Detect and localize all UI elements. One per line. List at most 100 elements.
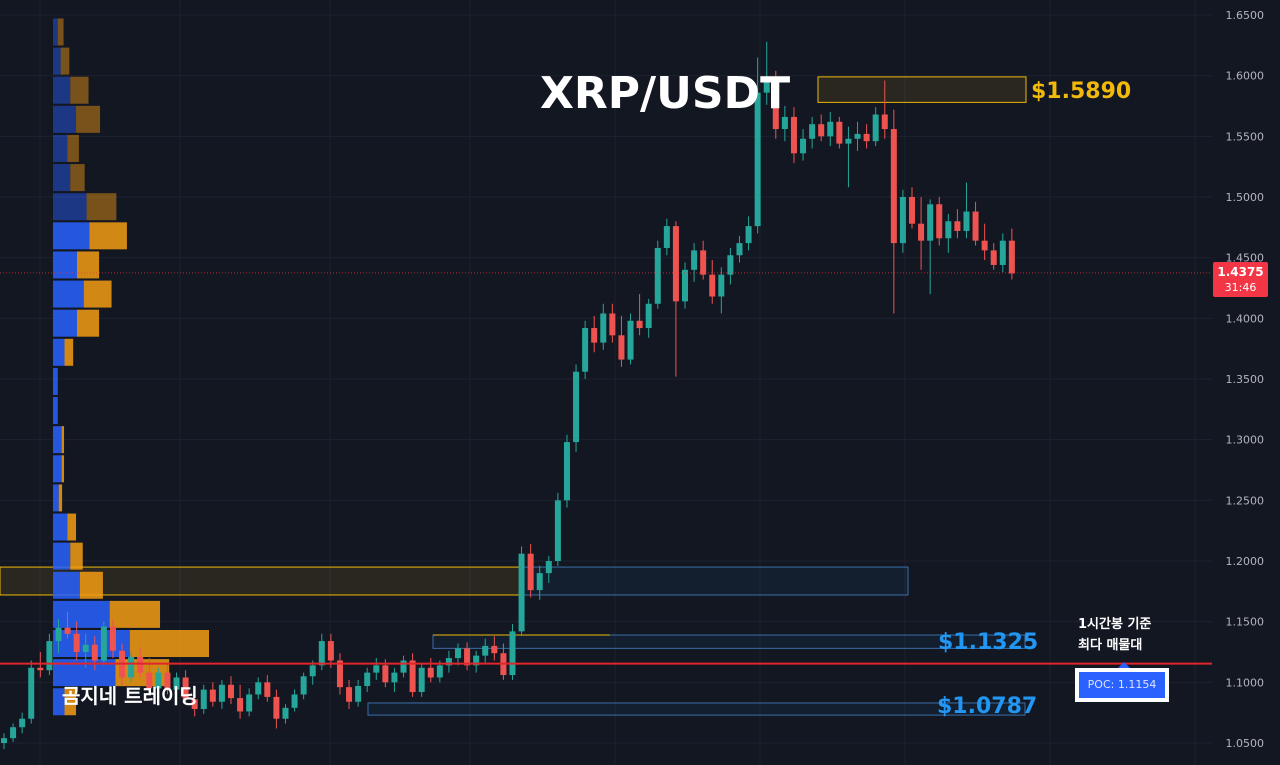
y-tick-label: 1.6000 xyxy=(1226,70,1265,83)
volume-profile-buy-bar xyxy=(53,484,59,512)
y-tick-label: 1.4000 xyxy=(1226,312,1265,325)
candle-body xyxy=(573,371,580,443)
volume-profile-buy-bar xyxy=(53,630,130,658)
candle-body xyxy=(872,114,879,142)
candle-body xyxy=(999,240,1006,265)
candle-body xyxy=(718,274,725,297)
candle-body xyxy=(82,644,89,652)
candle-body xyxy=(445,658,452,666)
y-tick-label: 1.0500 xyxy=(1226,737,1265,750)
candle-body xyxy=(255,682,262,695)
level-label-low: $1.0787 xyxy=(937,694,1038,719)
candle-body xyxy=(273,696,280,719)
candle-body xyxy=(536,573,543,591)
volume-profile-buy-bar xyxy=(53,47,61,75)
candle-body xyxy=(382,665,389,683)
candle-body xyxy=(691,250,698,270)
level-label-mid: $1.1325 xyxy=(938,630,1039,655)
candle-body xyxy=(763,78,770,93)
candle-body xyxy=(336,660,343,688)
candle-body xyxy=(909,197,915,224)
volume-profile-sell-bar xyxy=(77,251,100,279)
current-price-tag: 1.4375 31:46 xyxy=(1213,262,1268,297)
volume-profile-buy-bar xyxy=(53,455,62,483)
volume-profile-sell-bar xyxy=(61,455,65,483)
candle-body xyxy=(55,627,62,642)
volume-profile-sell-bar xyxy=(109,600,161,628)
volume-profile-sell-bar xyxy=(64,338,74,366)
candle-body xyxy=(482,645,489,656)
candle-body xyxy=(654,247,661,304)
candle-body xyxy=(164,672,171,690)
volume-profile-buy-bar xyxy=(53,280,84,308)
candle-body xyxy=(981,240,988,251)
volume-profile-buy-bar xyxy=(53,542,71,570)
candle-body xyxy=(19,718,26,728)
candle-body xyxy=(128,656,135,678)
candle-body xyxy=(491,645,498,654)
candle-body xyxy=(963,211,970,231)
poc-label: POC: 1.1154 xyxy=(1079,672,1165,698)
candle-body xyxy=(836,121,843,144)
volume-profile-buy-bar xyxy=(53,105,77,133)
candle-body xyxy=(137,656,144,673)
candle-body xyxy=(391,672,398,683)
level-label-top: $1.5890 xyxy=(1031,79,1132,104)
candle-body xyxy=(972,211,979,241)
candle-body xyxy=(228,684,234,699)
candle-body xyxy=(700,250,707,275)
candle-body xyxy=(346,687,353,702)
candle-body xyxy=(781,116,788,130)
volume-profile-buy-bar xyxy=(53,251,77,279)
volume-profile-buy-bar xyxy=(53,571,80,599)
volume-profile-buy-bar xyxy=(53,134,68,162)
candle-body xyxy=(455,648,461,659)
candle-body xyxy=(73,633,80,652)
y-tick-label: 1.5000 xyxy=(1226,191,1265,204)
volume-profile-sell-bar xyxy=(67,513,77,541)
candle-body xyxy=(355,685,362,702)
volume-profile-sell-bar xyxy=(86,193,117,221)
candle-body xyxy=(645,303,652,329)
candle-body xyxy=(1008,240,1015,274)
chart-title: XRP/USDT xyxy=(540,68,791,119)
candle-body xyxy=(745,226,752,244)
volume-profile-sell-bar xyxy=(70,542,83,570)
volume-profile-sell-bar xyxy=(76,105,101,133)
volume-profile-buy-bar xyxy=(53,600,110,628)
volume-profile-sell-bar xyxy=(77,309,100,337)
candle-body xyxy=(881,114,888,130)
candle-body xyxy=(64,627,71,634)
candle-body xyxy=(545,561,552,574)
candle-body xyxy=(509,631,516,676)
candle-body xyxy=(609,313,616,336)
candle-body xyxy=(46,641,53,671)
candle-body xyxy=(291,694,298,708)
candle-body xyxy=(663,226,670,248)
y-tick-label: 1.2000 xyxy=(1226,555,1265,568)
candle-body xyxy=(109,626,116,651)
candle-body xyxy=(173,677,180,690)
candle-body xyxy=(672,226,679,302)
volume-profile-buy-bar xyxy=(53,222,90,250)
volume-profile-buy-bar xyxy=(53,164,71,192)
candle-body xyxy=(818,124,825,137)
volume-profile-sell-bar xyxy=(64,688,77,716)
volume-profile-buy-bar xyxy=(53,367,58,395)
candle-body xyxy=(600,313,607,343)
candle-body xyxy=(436,665,443,678)
volume-profile-sell-bar xyxy=(70,164,85,192)
volume-profile-sell-bar xyxy=(89,222,127,250)
level-zone-low xyxy=(367,702,1026,716)
y-tick-label: 1.6500 xyxy=(1226,9,1265,22)
candle-body xyxy=(945,221,952,239)
candle-body xyxy=(736,243,743,256)
candle-body xyxy=(990,250,997,265)
volume-profile-buy-bar xyxy=(53,397,58,425)
candle-body xyxy=(182,677,189,700)
volume-profile-sell-bar xyxy=(58,484,63,512)
candle-body xyxy=(754,92,761,227)
candle-body xyxy=(954,221,961,231)
candle-body xyxy=(100,626,107,661)
